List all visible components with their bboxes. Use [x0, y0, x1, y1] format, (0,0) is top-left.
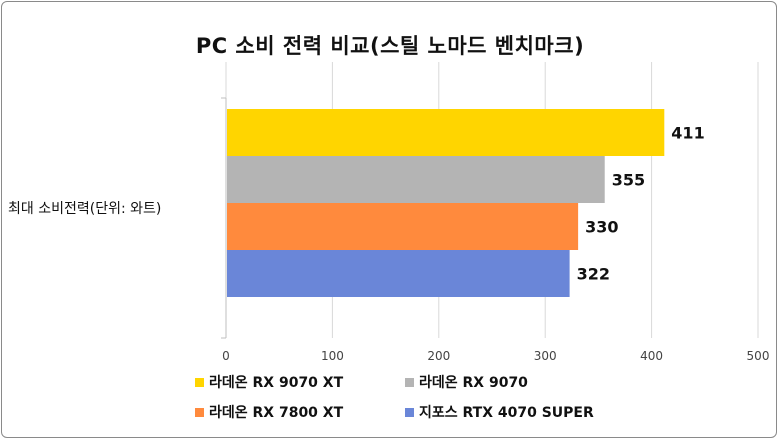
legend-swatch: [405, 407, 414, 417]
x-tick-label: 300: [534, 349, 557, 363]
legend-item: 지포스 RTX 4070 SUPER: [405, 402, 705, 422]
legend-item: 라데온 RX 9070: [405, 372, 705, 392]
x-tick-label: 400: [640, 349, 663, 363]
data-label: 355: [612, 171, 645, 190]
data-label: 322: [577, 265, 610, 284]
bar-4: [227, 250, 570, 297]
legend-label: 라데온 RX 9070: [419, 375, 528, 391]
legend-swatch: [405, 377, 414, 387]
category-axis-label: 최대 소비전력(단위: 와트): [8, 201, 162, 217]
x-tick-label: 100: [321, 349, 344, 363]
legend-swatch: [195, 407, 204, 417]
legend-item: 라데온 RX 7800 XT: [195, 402, 405, 422]
legend-label: 라데온 RX 9070 XT: [209, 375, 344, 391]
bar-1: [227, 109, 665, 156]
legend-swatch: [195, 377, 204, 387]
data-label: 330: [585, 218, 618, 237]
data-label: 411: [671, 124, 704, 143]
legend-item: 라데온 RX 9070 XT: [195, 372, 405, 392]
legend-label: 지포스 RTX 4070 SUPER: [419, 405, 594, 421]
chart-title: PC 소비 전력 비교(스틸 노마드 벤치마크): [195, 34, 585, 58]
x-tick-label: 0: [222, 349, 230, 363]
legend-label: 라데온 RX 7800 XT: [209, 405, 344, 421]
chart-legend: 라데온 RX 9070 XT 라데온 RX 9070 라데온 RX 7800 XT 지…: [195, 372, 755, 422]
bar-3: [227, 203, 579, 250]
x-tick-label: 500: [747, 349, 770, 363]
bar-2: [227, 156, 605, 203]
x-tick-label: 200: [427, 349, 450, 363]
